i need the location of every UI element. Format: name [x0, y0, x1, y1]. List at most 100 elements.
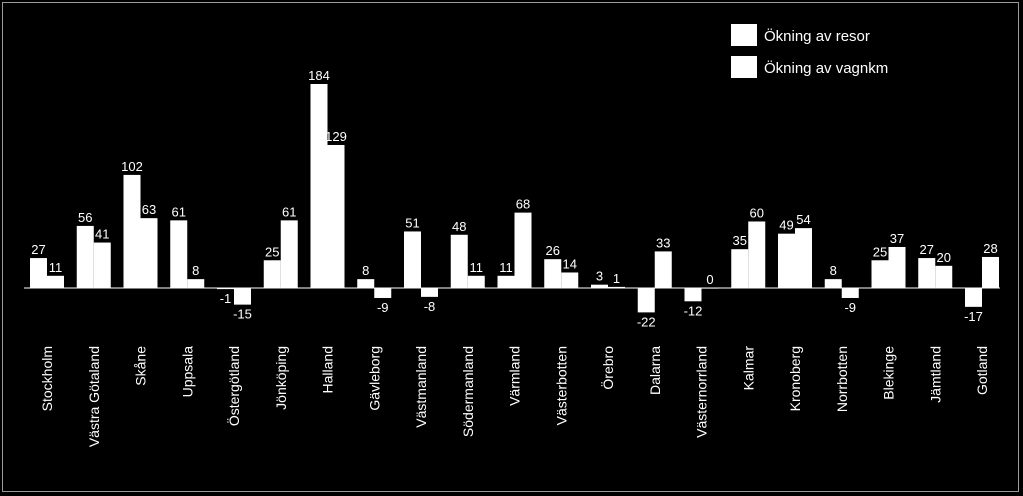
category-label-19: Jämtland — [927, 346, 943, 403]
bar-vagnkm-5-label: 61 — [282, 204, 296, 219]
bar-vagnkm-9-label: 11 — [470, 260, 484, 275]
bar-vagnkm-4 — [234, 288, 251, 305]
bar-resor-15 — [731, 249, 749, 288]
bar-vagnkm-19 — [935, 265, 953, 288]
legend-swatch-resor — [731, 24, 757, 46]
category-label-13: Dalarna — [647, 346, 663, 395]
bar-vagnkm-4-label: -15 — [233, 307, 252, 322]
category-label-2: Skåne — [133, 346, 149, 386]
bar-resor-14 — [684, 288, 702, 302]
bar-vagnkm-0-label: 11 — [49, 260, 63, 275]
bar-resor-5 — [263, 260, 281, 288]
category-label-6: Halland — [320, 346, 336, 393]
legend-swatch-vagnkm — [731, 56, 757, 78]
bar-resor-20 — [965, 288, 982, 307]
bar-vagnkm-9 — [467, 275, 485, 288]
category-labels-group: Stockholm Västra Götaland Skåne Uppsala Öste… — [39, 346, 990, 447]
legend-label-vagnkm: Ökning av vagnkm — [764, 59, 888, 77]
bar-resor-16 — [778, 233, 795, 288]
bar-resor-7 — [357, 279, 375, 288]
bar-vagnkm-6 — [327, 144, 345, 288]
category-label-16: Kronoberg — [787, 346, 803, 411]
legend: Ökning av resor Ökning av vagnkm — [731, 24, 888, 78]
bar-vagnkm-16 — [795, 228, 812, 288]
bar-vagnkm-11-label: 14 — [563, 256, 577, 271]
bar-resor-0 — [30, 258, 47, 288]
bar-vagnkm-15-label: 60 — [750, 205, 764, 220]
bar-resor-18-label: 25 — [873, 244, 887, 259]
bar-vagnkm-3 — [187, 279, 205, 288]
bar-resor-13-label: -22 — [637, 314, 656, 329]
bar-vagnkm-7-label: -9 — [377, 300, 389, 315]
bar-vagnkm-2-label: 63 — [142, 202, 156, 217]
bar-resor-9 — [450, 234, 468, 288]
bar-vagnkm-10-label: 68 — [516, 197, 530, 212]
bar-vagnkm-2 — [140, 218, 158, 288]
bar-resor-8-label: 51 — [405, 215, 419, 230]
category-label-10: Värmland — [507, 346, 523, 406]
bar-resor-9-label: 48 — [452, 219, 466, 234]
bar-vagnkm-18 — [888, 246, 906, 288]
bar-vagnkm-20 — [982, 256, 999, 288]
category-label-0: Stockholm — [39, 346, 55, 411]
bar-resor-4-label: -1 — [220, 291, 232, 306]
category-label-18: Blekinge — [881, 346, 897, 400]
category-label-7: Gävleborg — [366, 346, 382, 411]
bar-resor-19-label: 27 — [920, 242, 934, 257]
bar-resor-13 — [637, 288, 655, 313]
bar-resor-1 — [76, 225, 94, 288]
bar-resor-6-label: 184 — [308, 68, 330, 83]
bar-resor-11-label: 26 — [546, 243, 560, 258]
category-label-5: Jönköping — [273, 346, 289, 410]
bar-vagnkm-15 — [748, 221, 766, 288]
bar-resor-10-label: 11 — [499, 260, 513, 275]
category-label-8: Västmanland — [413, 346, 429, 428]
bar-resor-15-label: 35 — [733, 233, 747, 248]
bar-vagnkm-13 — [654, 251, 672, 288]
bar-vagnkm-5 — [280, 220, 298, 288]
bar-vagnkm-1 — [93, 242, 111, 288]
bar-vagnkm-13-label: 33 — [656, 235, 670, 250]
category-label-17: Norrbotten — [834, 346, 850, 412]
bar-vagnkm-11 — [561, 272, 579, 288]
bar-vagnkm-16-label: 54 — [796, 212, 810, 227]
bar-resor-19 — [918, 258, 936, 288]
bar-vagnkm-14-label: 0 — [706, 272, 713, 287]
category-label-1: Västra Götaland — [86, 346, 102, 447]
bar-resor-11 — [544, 259, 562, 288]
bar-resor-2-label: 102 — [121, 159, 143, 174]
bar-resor-18 — [871, 260, 889, 288]
bar-vagnkm-20-label: 28 — [983, 241, 997, 256]
bar-resor-17 — [824, 279, 842, 288]
bar-resor-4 — [217, 288, 234, 290]
bar-vagnkm-3-label: 8 — [192, 263, 199, 278]
bars-group — [30, 84, 999, 313]
bar-resor-12 — [591, 284, 608, 288]
bar-vagnkm-12-label: 1 — [613, 271, 620, 286]
bar-vagnkm-8 — [421, 288, 438, 297]
bar-resor-6 — [310, 84, 328, 288]
bar-vagnkm-19-label: 20 — [937, 250, 951, 265]
category-label-3: Uppsala — [179, 346, 195, 398]
bar-vagnkm-1-label: 41 — [95, 227, 109, 242]
bar-resor-17-label: 8 — [830, 263, 837, 278]
bar-resor-20-label: -17 — [964, 309, 983, 324]
bar-resor-16-label: 49 — [779, 218, 793, 233]
bar-resor-3-label: 61 — [172, 204, 186, 219]
category-label-15: Kalmar — [740, 346, 756, 391]
bar-resor-8 — [404, 231, 421, 288]
bar-resor-1-label: 56 — [78, 210, 92, 225]
category-label-14: Västernorrland — [694, 346, 710, 438]
bar-vagnkm-0 — [47, 275, 64, 288]
bar-vagnkm-10 — [514, 212, 532, 288]
bar-vagnkm-17 — [841, 288, 859, 298]
bar-vagnkm-12 — [608, 286, 625, 288]
bar-resor-7-label: 8 — [362, 263, 369, 278]
bar-resor-14-label: -12 — [684, 303, 703, 318]
category-label-4: Östergötland — [225, 346, 242, 426]
category-label-11: Västerbotten — [553, 346, 569, 425]
bar-vagnkm-17-label: -9 — [844, 300, 856, 315]
